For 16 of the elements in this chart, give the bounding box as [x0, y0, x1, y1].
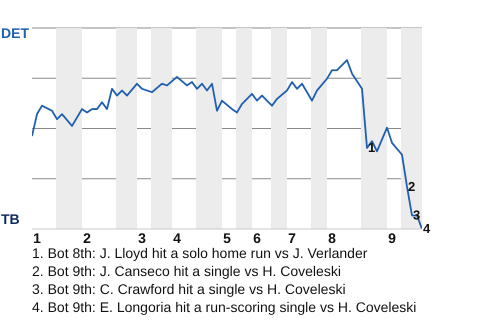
- x-tick-label: 9: [388, 230, 396, 246]
- text: 2. Bot 9th: J. Canseco hit a single vs H. Coveleski: [32, 262, 342, 280]
- text: 3. Bot 9th: C. Crawford hit a single vs H. Coveleski: [32, 280, 347, 298]
- text: 4. Bot 9th: E. Longoria hit a run-scoring single vs H. Coveleski: [32, 298, 416, 316]
- x-tick-label: 8: [328, 230, 336, 246]
- x-tick-label: 3: [138, 230, 146, 246]
- text: TB: [1, 211, 20, 227]
- x-tick-label: 2: [83, 230, 92, 246]
- x-tick-label: 7: [288, 230, 296, 246]
- text: 1. Bot 8th: J. Lloyd hit a solo home run vs J. Verlander: [32, 244, 368, 262]
- x-tick-label: 1: [33, 230, 42, 246]
- x-tick-label: 5: [223, 230, 232, 246]
- annotation: 2: [408, 178, 416, 194]
- x-tick-label: 4: [173, 230, 182, 246]
- x-tick-label: 6: [253, 230, 262, 246]
- text: DET: [1, 25, 29, 41]
